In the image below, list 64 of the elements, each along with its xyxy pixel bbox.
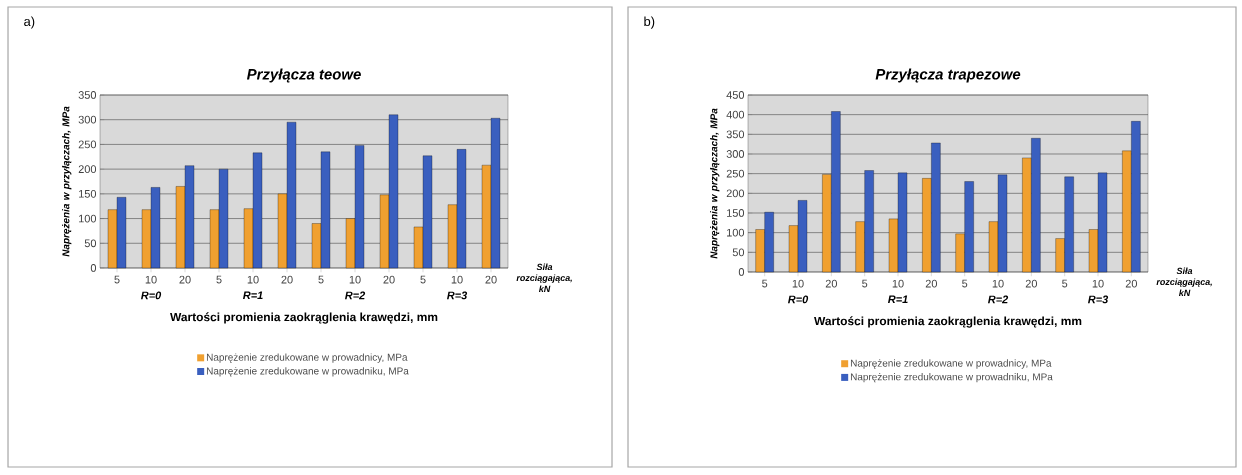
legend-label: Naprężenie zredukowane w prowadnicy, MPa <box>206 353 408 363</box>
x-tick-label: 5 <box>318 275 324 284</box>
x-tick-label: 10 <box>145 275 157 284</box>
x-tick-label: 5 <box>1062 279 1068 288</box>
text: R=0 <box>787 295 809 304</box>
y-axis-title: Naprężenia w przyłączach, MPa <box>710 108 720 259</box>
x-tick-label: 20 <box>925 279 937 288</box>
text: Siła rozciągająca, kN <box>1156 267 1212 296</box>
y-tick-label: 100 <box>727 228 745 237</box>
y-tick-label: 50 <box>84 239 97 248</box>
x-tick-label: 5 <box>862 279 868 288</box>
chart-title: Przyłącza teowe <box>246 68 361 83</box>
legend-label: Naprężenie zredukowane w prowadnicy, MPa <box>850 359 1052 369</box>
x-tick-label: 5 <box>762 279 768 288</box>
y-tick-label: 0 <box>90 264 97 272</box>
x-tick-label: 20 <box>825 279 837 288</box>
x-tick-label: 10 <box>792 279 804 288</box>
x-tick-label: 10 <box>451 275 463 284</box>
y-tick-label: 100 <box>79 214 97 223</box>
x-tick-label: 20 <box>179 275 191 284</box>
x-tick-label: 5 <box>216 275 222 284</box>
y-tick-label: 300 <box>78 115 97 124</box>
y-tick-label: 200 <box>726 189 745 198</box>
chart-title: Przyłącza trapezowe <box>875 68 1021 83</box>
x-tick-label: 20 <box>1025 279 1037 288</box>
y-axis-title: Naprężenia w przyłączach, MPa <box>62 106 72 257</box>
text: b) <box>644 16 655 29</box>
text: R=2 <box>987 295 1009 304</box>
x-tick-label: 10 <box>1092 279 1104 288</box>
y-tick-label: 50 <box>732 248 745 257</box>
x-tick-label: 10 <box>247 275 259 284</box>
x-tick-label: 5 <box>962 279 968 288</box>
legend-label: Naprężenie zredukowane w prowadniku, MPa <box>850 373 1053 383</box>
text: R=0 <box>140 291 162 300</box>
text: R=2 <box>344 291 366 300</box>
x-tick-label: 10 <box>992 279 1004 288</box>
y-tick-label: 450 <box>726 91 745 99</box>
x-axis-title: Wartości promienia zaokrąglenia krawędzi, mm <box>814 316 1082 328</box>
x-tick-label: 20 <box>383 275 395 284</box>
text: a) <box>24 16 35 29</box>
y-tick-label: 350 <box>78 91 97 99</box>
y-tick-label: 400 <box>726 110 745 119</box>
x-tick-label: 20 <box>281 275 293 284</box>
y-tick-label: 350 <box>726 130 745 139</box>
x-tick-label: 10 <box>892 279 904 288</box>
y-tick-label: 0 <box>738 268 745 276</box>
text: R=3 <box>1087 295 1109 304</box>
y-tick-label: 250 <box>726 169 745 178</box>
legend-label: Naprężenie zredukowane w prowadniku, MPa <box>206 367 409 377</box>
text: Siła rozciągająca, kN <box>516 263 572 292</box>
text: R=1 <box>887 295 908 304</box>
x-tick-label: 20 <box>485 275 497 284</box>
x-tick-label: 5 <box>420 275 426 284</box>
text: R=1 <box>242 291 263 300</box>
x-tick-label: 20 <box>1125 279 1137 288</box>
y-tick-label: 150 <box>79 189 97 198</box>
y-tick-label: 150 <box>727 209 745 217</box>
y-tick-label: 250 <box>78 140 97 149</box>
x-tick-label: 10 <box>349 275 361 284</box>
text: R=3 <box>446 291 468 300</box>
x-axis-title: Wartości promienia zaokrąglenia krawędzi, mm <box>170 312 438 324</box>
y-tick-label: 200 <box>78 165 97 174</box>
x-tick-label: 5 <box>114 275 120 284</box>
y-tick-label: 300 <box>726 150 745 158</box>
